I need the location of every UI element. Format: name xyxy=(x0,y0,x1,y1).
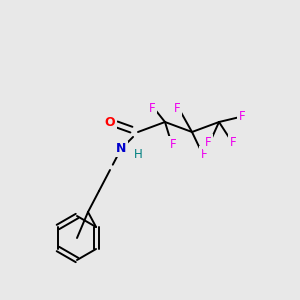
Text: F: F xyxy=(174,103,180,116)
Text: F: F xyxy=(205,136,211,148)
Text: F: F xyxy=(201,148,207,160)
Text: O: O xyxy=(105,116,115,128)
Text: N: N xyxy=(116,142,126,155)
Text: H: H xyxy=(134,148,142,161)
Text: F: F xyxy=(239,110,245,122)
Text: F: F xyxy=(170,137,176,151)
Text: F: F xyxy=(149,103,155,116)
Text: F: F xyxy=(230,136,236,148)
